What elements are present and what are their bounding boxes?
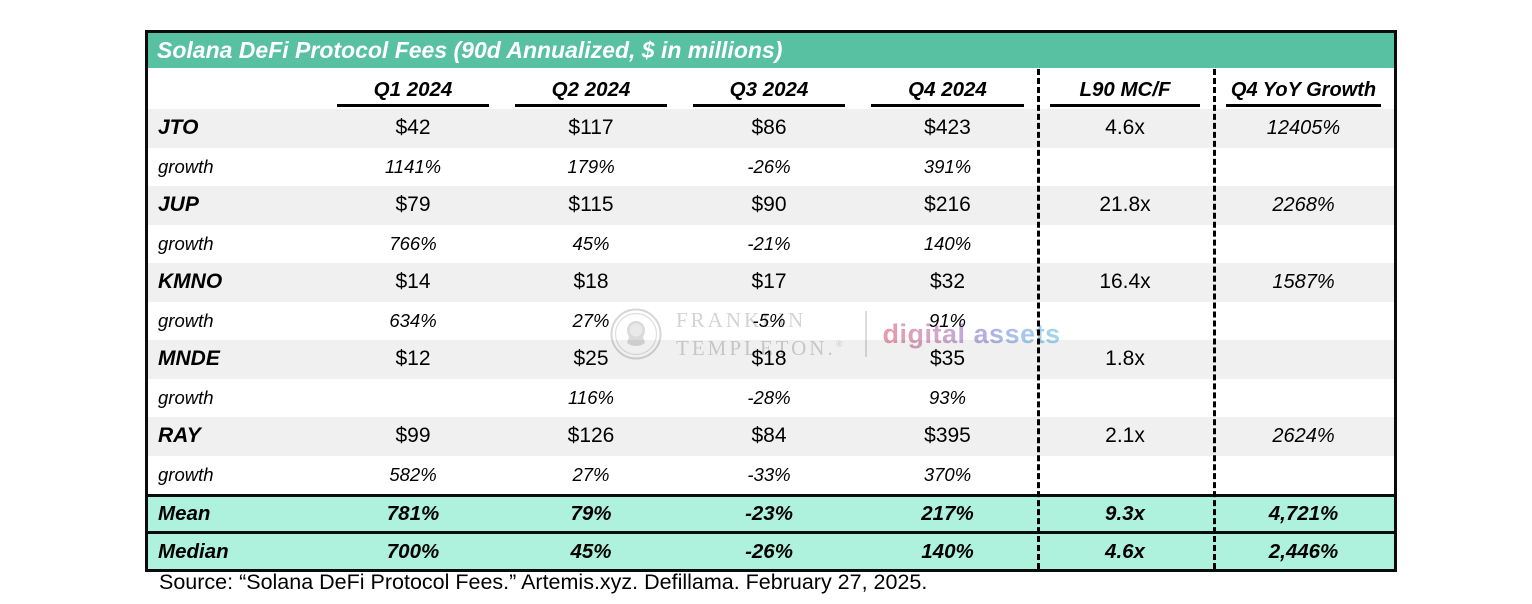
cell-q4: 370% xyxy=(923,463,972,485)
cell-mcf: 9.3x xyxy=(1105,502,1145,525)
cell-q1: 766% xyxy=(389,232,437,254)
cell-q2: 79% xyxy=(570,502,612,525)
header-l90-mcf: L90 MC/F xyxy=(1037,78,1213,109)
cell-q3: -23% xyxy=(745,502,793,525)
row-kmno-growth: growth 634% 27% -5% 91% xyxy=(148,301,1394,340)
cell-q3: $86 xyxy=(751,116,787,140)
cell-q1: $99 xyxy=(395,424,431,448)
protocol-label: RAY xyxy=(158,424,201,448)
cell-q3: -28% xyxy=(747,386,791,408)
cell-q4: 140% xyxy=(921,539,974,563)
row-jto: JTO $42 $117 $86 $423 4.6x 12405% xyxy=(148,109,1394,148)
cell-q2: $126 xyxy=(567,424,615,448)
protocol-label: MNDE xyxy=(158,347,220,371)
cell-q3: $17 xyxy=(751,270,787,294)
cell-q4: 91% xyxy=(928,309,967,331)
cell-mcf: 16.4x xyxy=(1099,270,1151,294)
cell-q3: $90 xyxy=(751,193,787,217)
cell-q4: $423 xyxy=(924,116,971,140)
row-kmno: KMNO $14 $18 $17 $32 16.4x 1587% xyxy=(148,263,1394,302)
cell-q3: $18 xyxy=(751,347,787,371)
row-jto-growth: growth 1141% 179% -26% 391% xyxy=(148,147,1394,186)
cell-q4: 93% xyxy=(928,386,967,408)
cell-q2: 27% xyxy=(572,309,610,331)
cell-q2: $115 xyxy=(568,193,614,217)
header-q3-2024: Q3 2024 xyxy=(680,78,858,109)
protocol-label: JTO xyxy=(158,116,199,140)
protocol-label: KMNO xyxy=(158,270,223,294)
cell-mcf: 4.6x xyxy=(1105,539,1145,563)
row-jup-growth: growth 766% 45% -21% 140% xyxy=(148,224,1394,263)
cell-mcf: 1.8x xyxy=(1105,347,1145,371)
cell-q4: 217% xyxy=(921,502,974,525)
cell-q2: $25 xyxy=(573,347,609,371)
cell-q4: 140% xyxy=(923,232,972,254)
growth-label: growth xyxy=(158,232,214,254)
cell-q4: $32 xyxy=(929,270,966,294)
cell-q3: $84 xyxy=(751,424,787,448)
table-title: Solana DeFi Protocol Fees (90d Annualize… xyxy=(148,33,1394,68)
growth-label: growth xyxy=(158,463,214,485)
cell-yoy: 2,446% xyxy=(1268,539,1339,563)
cell-mcf: 4.6x xyxy=(1105,116,1145,140)
cell-q1: 634% xyxy=(389,309,437,331)
row-ray-growth: growth 582% 27% -33% 370% xyxy=(148,455,1394,494)
header-blank xyxy=(148,102,324,109)
header-q4-yoy-growth: Q4 YoY Growth xyxy=(1213,79,1394,109)
header-q1-2024: Q1 2024 xyxy=(324,78,502,109)
summary-label: Mean xyxy=(158,502,211,525)
cell-q1: $79 xyxy=(395,193,431,217)
cell-q2: $18 xyxy=(573,270,609,294)
cell-q1: $12 xyxy=(395,347,431,371)
cell-q2: 45% xyxy=(570,539,612,563)
cell-q4: $216 xyxy=(924,193,971,217)
row-mnde-growth: growth 116% -28% 93% xyxy=(148,378,1394,417)
cell-q1: $14 xyxy=(395,270,431,294)
cell-q2: 45% xyxy=(572,232,610,254)
cell-q1: 582% xyxy=(389,463,437,485)
cell-q1: 1141% xyxy=(384,155,442,177)
cell-q4: $35 xyxy=(929,347,966,371)
cell-yoy: 1587% xyxy=(1272,270,1335,293)
source-citation: Source: “Solana DeFi Protocol Fees.” Art… xyxy=(159,570,928,594)
dashed-divider-mcf xyxy=(1037,69,1040,569)
cell-mcf: 21.8x xyxy=(1099,193,1151,217)
cell-q3: -26% xyxy=(745,539,793,563)
cell-mcf: 2.1x xyxy=(1105,424,1145,448)
cell-q3: -21% xyxy=(747,232,791,254)
cell-q1: 781% xyxy=(386,502,440,525)
protocol-label: JUP xyxy=(158,193,199,217)
growth-label: growth xyxy=(158,155,214,177)
header-q4-2024: Q4 2024 xyxy=(858,78,1037,109)
cell-q3: -5% xyxy=(752,309,786,331)
header-q2-2024: Q2 2024 xyxy=(502,78,680,109)
cell-q2: 116% xyxy=(568,386,614,408)
cell-q3: -26% xyxy=(747,155,791,177)
growth-label: growth xyxy=(158,309,214,331)
cell-q2: $117 xyxy=(568,116,614,140)
cell-yoy: 2268% xyxy=(1272,193,1335,216)
summary-label: Median xyxy=(158,539,229,563)
row-mnde: MNDE $12 $25 $18 $35 1.8x xyxy=(148,340,1394,379)
cell-yoy: 12405% xyxy=(1266,116,1341,139)
cell-q3: -33% xyxy=(747,463,791,485)
cell-q1: 700% xyxy=(386,539,440,563)
cell-yoy: 4,721% xyxy=(1268,502,1339,525)
cell-q2: 179% xyxy=(567,155,615,177)
cell-q2: 27% xyxy=(572,463,610,485)
cell-q1: $42 xyxy=(395,116,431,140)
row-mean: Mean 781% 79% -23% 217% 9.3x 4,721% xyxy=(148,494,1394,531)
table-grid: Q1 2024 Q2 2024 Q3 2024 Q4 2024 L90 MC/F… xyxy=(148,68,1394,569)
row-ray: RAY $99 $126 $84 $395 2.1x 2624% xyxy=(148,417,1394,456)
cell-q4: 391% xyxy=(923,155,972,177)
header-row: Q1 2024 Q2 2024 Q3 2024 Q4 2024 L90 MC/F… xyxy=(148,68,1394,109)
fees-table: Solana DeFi Protocol Fees (90d Annualize… xyxy=(145,30,1397,572)
cell-q4: $395 xyxy=(924,424,971,448)
row-median: Median 700% 45% -26% 140% 4.6x 2,446% xyxy=(148,531,1394,569)
row-jup: JUP $79 $115 $90 $216 21.8x 2268% xyxy=(148,186,1394,225)
cell-yoy: 2624% xyxy=(1272,424,1335,447)
dashed-divider-yoy xyxy=(1213,69,1216,569)
growth-label: growth xyxy=(158,386,214,408)
